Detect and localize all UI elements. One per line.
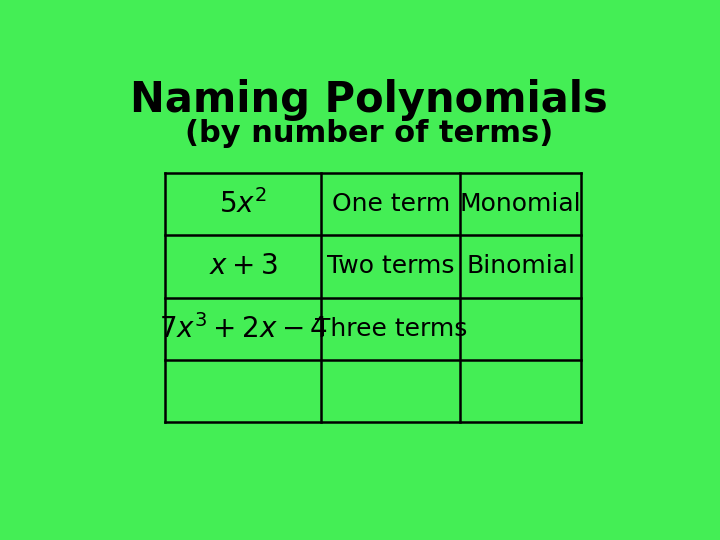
Text: One term: One term [332,192,450,216]
Text: (by number of terms): (by number of terms) [185,119,553,148]
Text: $5x^2$: $5x^2$ [220,189,267,219]
Text: Naming Polynomials: Naming Polynomials [130,79,608,121]
Text: Binomial: Binomial [467,254,575,279]
Text: Two terms: Two terms [327,254,454,279]
Text: Monomial: Monomial [460,192,582,216]
Text: $7x^3+2x-4$: $7x^3+2x-4$ [159,314,328,344]
Text: Three terms: Three terms [315,317,467,341]
Text: $x+3$: $x+3$ [209,253,278,280]
